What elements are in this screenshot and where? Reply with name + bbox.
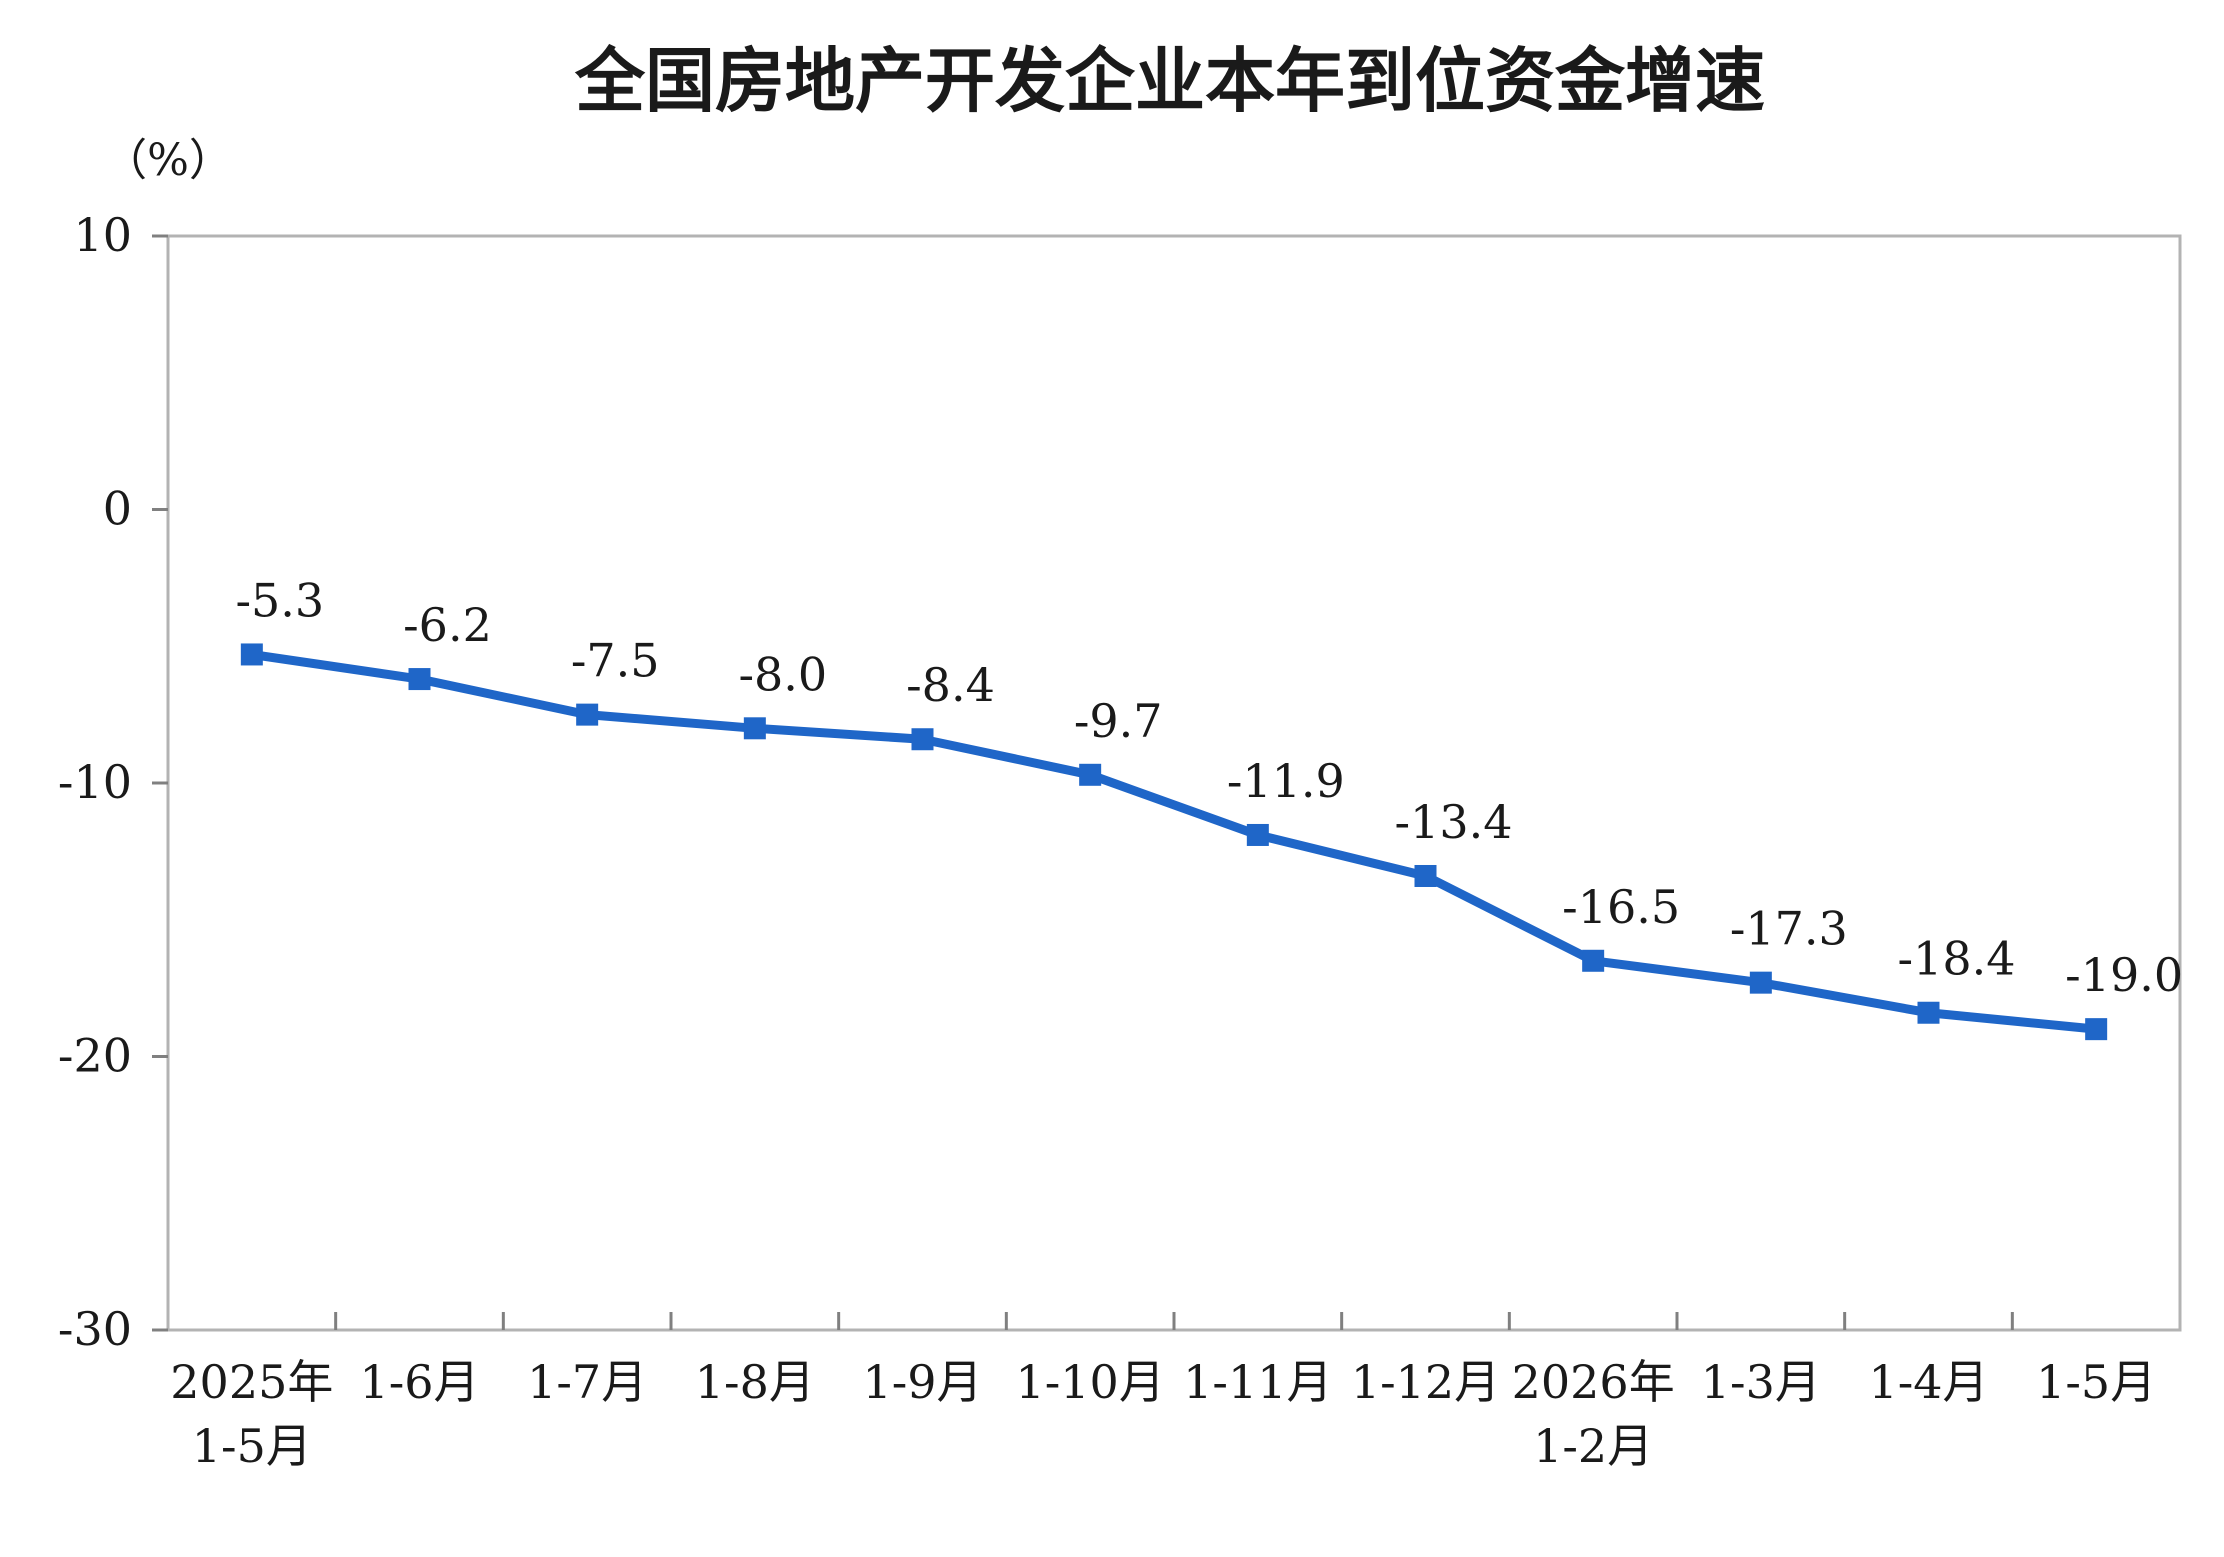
data-point-marker [240,643,263,666]
x-tick-label-line: 1-5月 [2036,1355,2156,1409]
data-point-marker [911,728,934,751]
x-tick-label-line: 1-2月 [1533,1419,1653,1473]
data-label: -19.0 [2065,948,2183,1002]
data-label: -6.2 [403,598,492,652]
x-tick-label-line: 1-12月 [1351,1355,1500,1409]
x-tick-label-line: 2026年 [1512,1355,1675,1409]
chart-title: 全国房地产开发企业本年到位资金增速 [574,40,1765,122]
data-label: -8.0 [738,647,827,701]
series-layer [240,643,2108,1041]
data-label: -9.7 [1074,694,1163,748]
x-tick-label: 1-12月 [1351,1355,1500,1409]
x-tick-label: 1-3月 [1701,1355,1821,1409]
data-point-marker [1246,823,1269,846]
x-tick-label: 2026年 1-2月 [1512,1355,1675,1473]
y-tick-label: -20 [58,1029,132,1083]
data-point-marker [1582,949,1605,972]
x-tick-label: 1-9月 [862,1355,982,1409]
x-tick-label-line: 1-3月 [1701,1355,1821,1409]
axes: 10 0 -10 -20 -30 2025年 1-5月 1-6月 1-7月 1-8月 1-9月 1-1… [58,208,2182,1473]
y-tick-label: -30 [58,1302,132,1356]
data-point-marker [2085,1018,2108,1041]
data-label: -18.4 [1898,932,2016,986]
y-tick-label: 10 [73,208,132,262]
data-label: -13.4 [1395,795,1513,849]
x-tick-label-line: 2025年 [170,1355,333,1409]
data-point-marker [1414,864,1437,887]
data-labels: -5.3 -6.2-7.5 -8.0 -8.4-9.7-11.9-13.4-16.5-… [235,573,2183,1002]
y-tick-label: 0 [103,482,132,536]
x-tick-label-line: 1-5月 [192,1419,312,1473]
data-point-marker [576,703,599,726]
x-tick-label: 1-8月 [695,1355,815,1409]
data-label: -5.3 [235,573,324,627]
x-tick-label: 1-4月 [1868,1355,1988,1409]
data-label: -11.9 [1227,754,1345,808]
data-point-marker [1079,763,1102,786]
data-label: -8.4 [906,658,995,712]
data-point-marker [743,717,766,740]
series-line [247,649,2101,1034]
x-tick-label: 1-10月 [1015,1355,1164,1409]
data-label: -16.5 [1562,880,1680,934]
x-tick-label-line: 1-7月 [527,1355,647,1409]
x-tick-label-line: 1-9月 [862,1355,982,1409]
plot-area-frame [166,234,2182,1332]
x-tick-label: 1-5月 [2036,1355,2156,1409]
x-tick-label: 1-7月 [527,1355,647,1409]
x-tick-label-line: 1-10月 [1015,1355,1164,1409]
x-tick-label: 1-6月 [359,1355,479,1409]
data-point-marker [1749,971,1772,994]
x-tick-label-line: 1-8月 [695,1355,815,1409]
x-tick-label-line: 1-4月 [1868,1355,1988,1409]
x-tick-label: 1-11月 [1183,1355,1332,1409]
x-tick-label: 2025年 1-5月 [170,1355,333,1473]
data-label: -17.3 [1730,902,1848,956]
data-label: -7.5 [571,634,660,688]
x-tick-label-line: 1-11月 [1183,1355,1332,1409]
data-point-marker [1917,1001,1940,1024]
y-tick-label: -10 [58,755,132,809]
y-axis-unit-label: （%） [103,135,233,186]
data-point-marker [408,668,431,691]
x-tick-label-line: 1-6月 [359,1355,479,1409]
